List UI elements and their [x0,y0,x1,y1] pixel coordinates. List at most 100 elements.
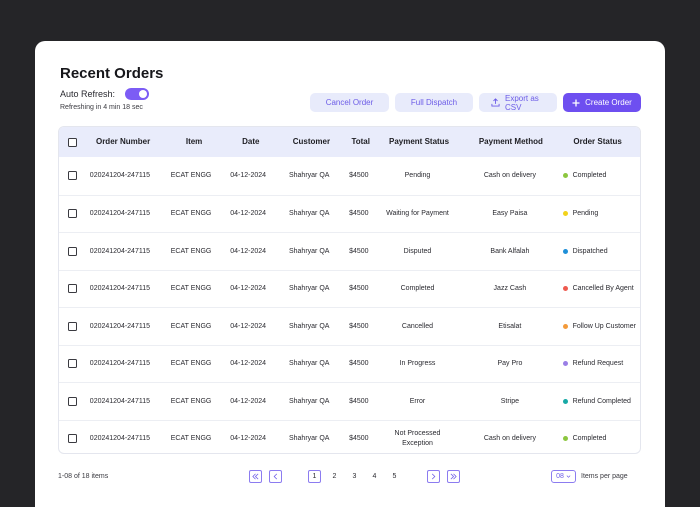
payment-status: Disputed [403,247,432,255]
table-row[interactable]: 020241204-247115 ECAT ENGG 04-12-2024 Sh… [59,157,640,195]
col-customer[interactable]: Customer [292,136,331,146]
order-total: $4500 [349,397,369,405]
row-select-cell [59,434,87,444]
row-checkbox[interactable] [68,284,78,294]
order-status-badge: Refund Request [562,359,640,368]
payment-method: Jazz Cash [493,285,527,293]
last-page-button[interactable] [447,470,460,483]
customer-name: Shahryar QA [288,322,330,330]
page-2-button[interactable]: 2 [332,473,337,480]
next-page-button[interactable] [427,470,440,483]
select-all-checkbox[interactable] [68,137,78,147]
status-dot [562,398,568,404]
orders-table: Order Number Item Date Customer Total Pa… [58,126,641,454]
order-total: $4500 [349,247,369,255]
row-select-cell [59,209,87,219]
order-date: 04-12-2024 [230,322,267,330]
orders-card: Recent Orders Auto Refresh: Refreshing i… [35,41,665,507]
order-status: Follow Up Customer [555,322,640,331]
col-payment-method[interactable]: Payment Method [478,136,543,146]
order-status: Dispatched [555,247,640,256]
auto-refresh-toggle[interactable] [125,88,150,100]
table-row[interactable]: 020241204-247115 ECAT ENGG 04-12-2024 Sh… [59,382,640,420]
order-number: 020241204-247115 [89,210,151,218]
row-checkbox[interactable] [68,359,78,369]
double-chevron-right-icon [450,473,457,480]
table-row[interactable]: 020241204-247115 ECAT ENGG 04-12-2024 Sh… [59,419,640,454]
order-date: 04-12-2024 [230,210,267,218]
payment-method: Easy Paisa [492,210,528,218]
item-name: ECAT ENGG [170,397,212,405]
order-date: 04-12-2024 [230,247,267,255]
col-payment-status[interactable]: Payment Status [389,136,450,146]
order-status-label: Dispatched [572,247,608,255]
prev-page-button[interactable] [269,470,282,483]
payment-method: Cash on delivery [483,172,536,180]
col-order-status[interactable]: Order Status [573,136,622,146]
item-name: ECAT ENGG [170,285,212,293]
per-page-select[interactable]: 08 [551,470,576,483]
export-csv-button[interactable]: Export as CSV [479,93,557,112]
order-status: Completed [555,171,640,180]
row-checkbox[interactable] [68,321,78,331]
refresh-countdown: Refreshing in 4 min 18 sec [60,104,143,111]
order-number: 020241204-247115 [89,285,151,293]
page-4-button[interactable]: 4 [372,473,377,480]
full-dispatch-button[interactable]: Full Dispatch [395,93,473,112]
auto-refresh-label: Auto Refresh: [60,89,116,99]
col-order-number[interactable]: Order Number [95,136,151,146]
order-total: $4500 [349,172,369,180]
payment-status: Waiting for Payment [386,210,449,218]
plus-icon [572,99,580,107]
order-status-label: Completed [572,435,607,443]
chevron-down-icon [566,474,571,479]
page-5-button[interactable]: 5 [392,473,397,480]
order-status-badge: Pending [562,209,640,218]
payment-status: Not Processed Exception [394,430,441,447]
order-status-label: Cancelled By Agent [572,285,634,293]
customer-name: Shahryar QA [288,360,330,368]
page-3-button[interactable]: 3 [352,473,357,480]
table-row[interactable]: 020241204-247115 ECAT ENGG 04-12-2024 Sh… [59,232,640,270]
order-date: 04-12-2024 [230,397,267,405]
item-name: ECAT ENGG [170,435,212,443]
cancel-order-label: Cancel Order [325,98,374,107]
order-status: Pending [555,209,640,218]
page-1-button[interactable]: 1 [308,470,321,483]
status-dot [562,286,568,292]
col-total[interactable]: Total [351,136,370,146]
table-row[interactable]: 020241204-247115 ECAT ENGG 04-12-2024 Sh… [59,194,640,233]
payment-status: Cancelled [401,322,434,330]
create-order-label: Create Order [585,98,632,107]
create-order-button[interactable]: Create Order [563,93,641,112]
row-select-cell [59,396,87,406]
order-total: $4500 [349,435,369,443]
order-number: 020241204-247115 [89,435,151,443]
row-checkbox[interactable] [68,246,78,256]
order-status: Cancelled By Agent [555,284,640,293]
table-body: 020241204-247115 ECAT ENGG 04-12-2024 Sh… [59,157,640,454]
table-row[interactable]: 020241204-247115 ECAT ENGG 04-12-2024 Sh… [59,269,640,308]
order-date: 04-12-2024 [230,435,267,443]
order-number: 020241204-247115 [89,397,151,405]
col-item[interactable]: Item [185,136,203,146]
status-dot [562,211,568,217]
first-page-button[interactable] [249,470,262,483]
item-name: ECAT ENGG [170,247,212,255]
col-date[interactable]: Date [242,136,260,146]
items-count: 1-08 of 18 items [58,473,109,480]
row-checkbox[interactable] [68,171,78,181]
table-row[interactable]: 020241204-247115 ECAT ENGG 04-12-2024 Sh… [59,307,640,345]
row-checkbox[interactable] [68,209,78,219]
upload-icon [491,98,500,107]
select-all-cell [59,137,87,147]
status-dot [562,173,568,179]
row-checkbox[interactable] [68,396,78,406]
status-dot [562,323,568,329]
table-row[interactable]: 020241204-247115 ECAT ENGG 04-12-2024 Sh… [59,344,640,383]
order-number: 020241204-247115 [89,247,151,255]
payment-method: Cash on delivery [483,435,536,443]
row-checkbox[interactable] [68,434,78,444]
order-total: $4500 [349,322,369,330]
cancel-order-button[interactable]: Cancel Order [310,93,389,112]
